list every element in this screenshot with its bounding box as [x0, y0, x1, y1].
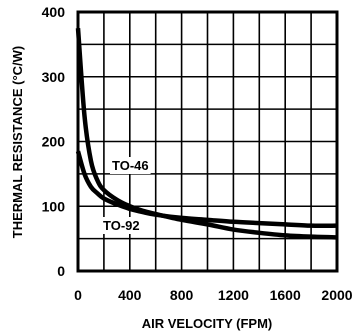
y-tick-label: 200 — [42, 134, 66, 150]
x-tick-label: 1200 — [218, 287, 249, 303]
x-tick-label: 800 — [170, 287, 194, 303]
y-axis-title: THERMAL RESISTANCE (°C/W) — [10, 46, 25, 239]
x-tick-label: 1600 — [270, 287, 301, 303]
series-label-background — [101, 217, 142, 234]
series-line-to-92 — [75, 150, 338, 229]
x-tick-label: 400 — [118, 287, 142, 303]
y-tick-label: 400 — [42, 4, 66, 20]
plot-border — [76, 10, 339, 273]
plot-frame — [76, 10, 339, 273]
x-tick-label: 0 — [74, 287, 82, 303]
series-label-to-46: TO-46 — [112, 158, 149, 173]
x-tick-labels: 0 400 800 1200 1600 2000 — [74, 287, 353, 303]
series-lines — [75, 28, 338, 240]
y-tick-label: 100 — [42, 198, 66, 214]
x-axis-title: AIR VELOCITY (FPM) — [142, 316, 272, 331]
series-label-background — [110, 157, 151, 174]
series-label-to-92: TO-92 — [103, 218, 140, 233]
y-tick-label: 300 — [42, 69, 66, 85]
y-tick-labels: 0 100 200 300 400 — [42, 4, 66, 279]
y-tick-label: 0 — [57, 263, 65, 279]
x-tick-label: 2000 — [321, 287, 352, 303]
